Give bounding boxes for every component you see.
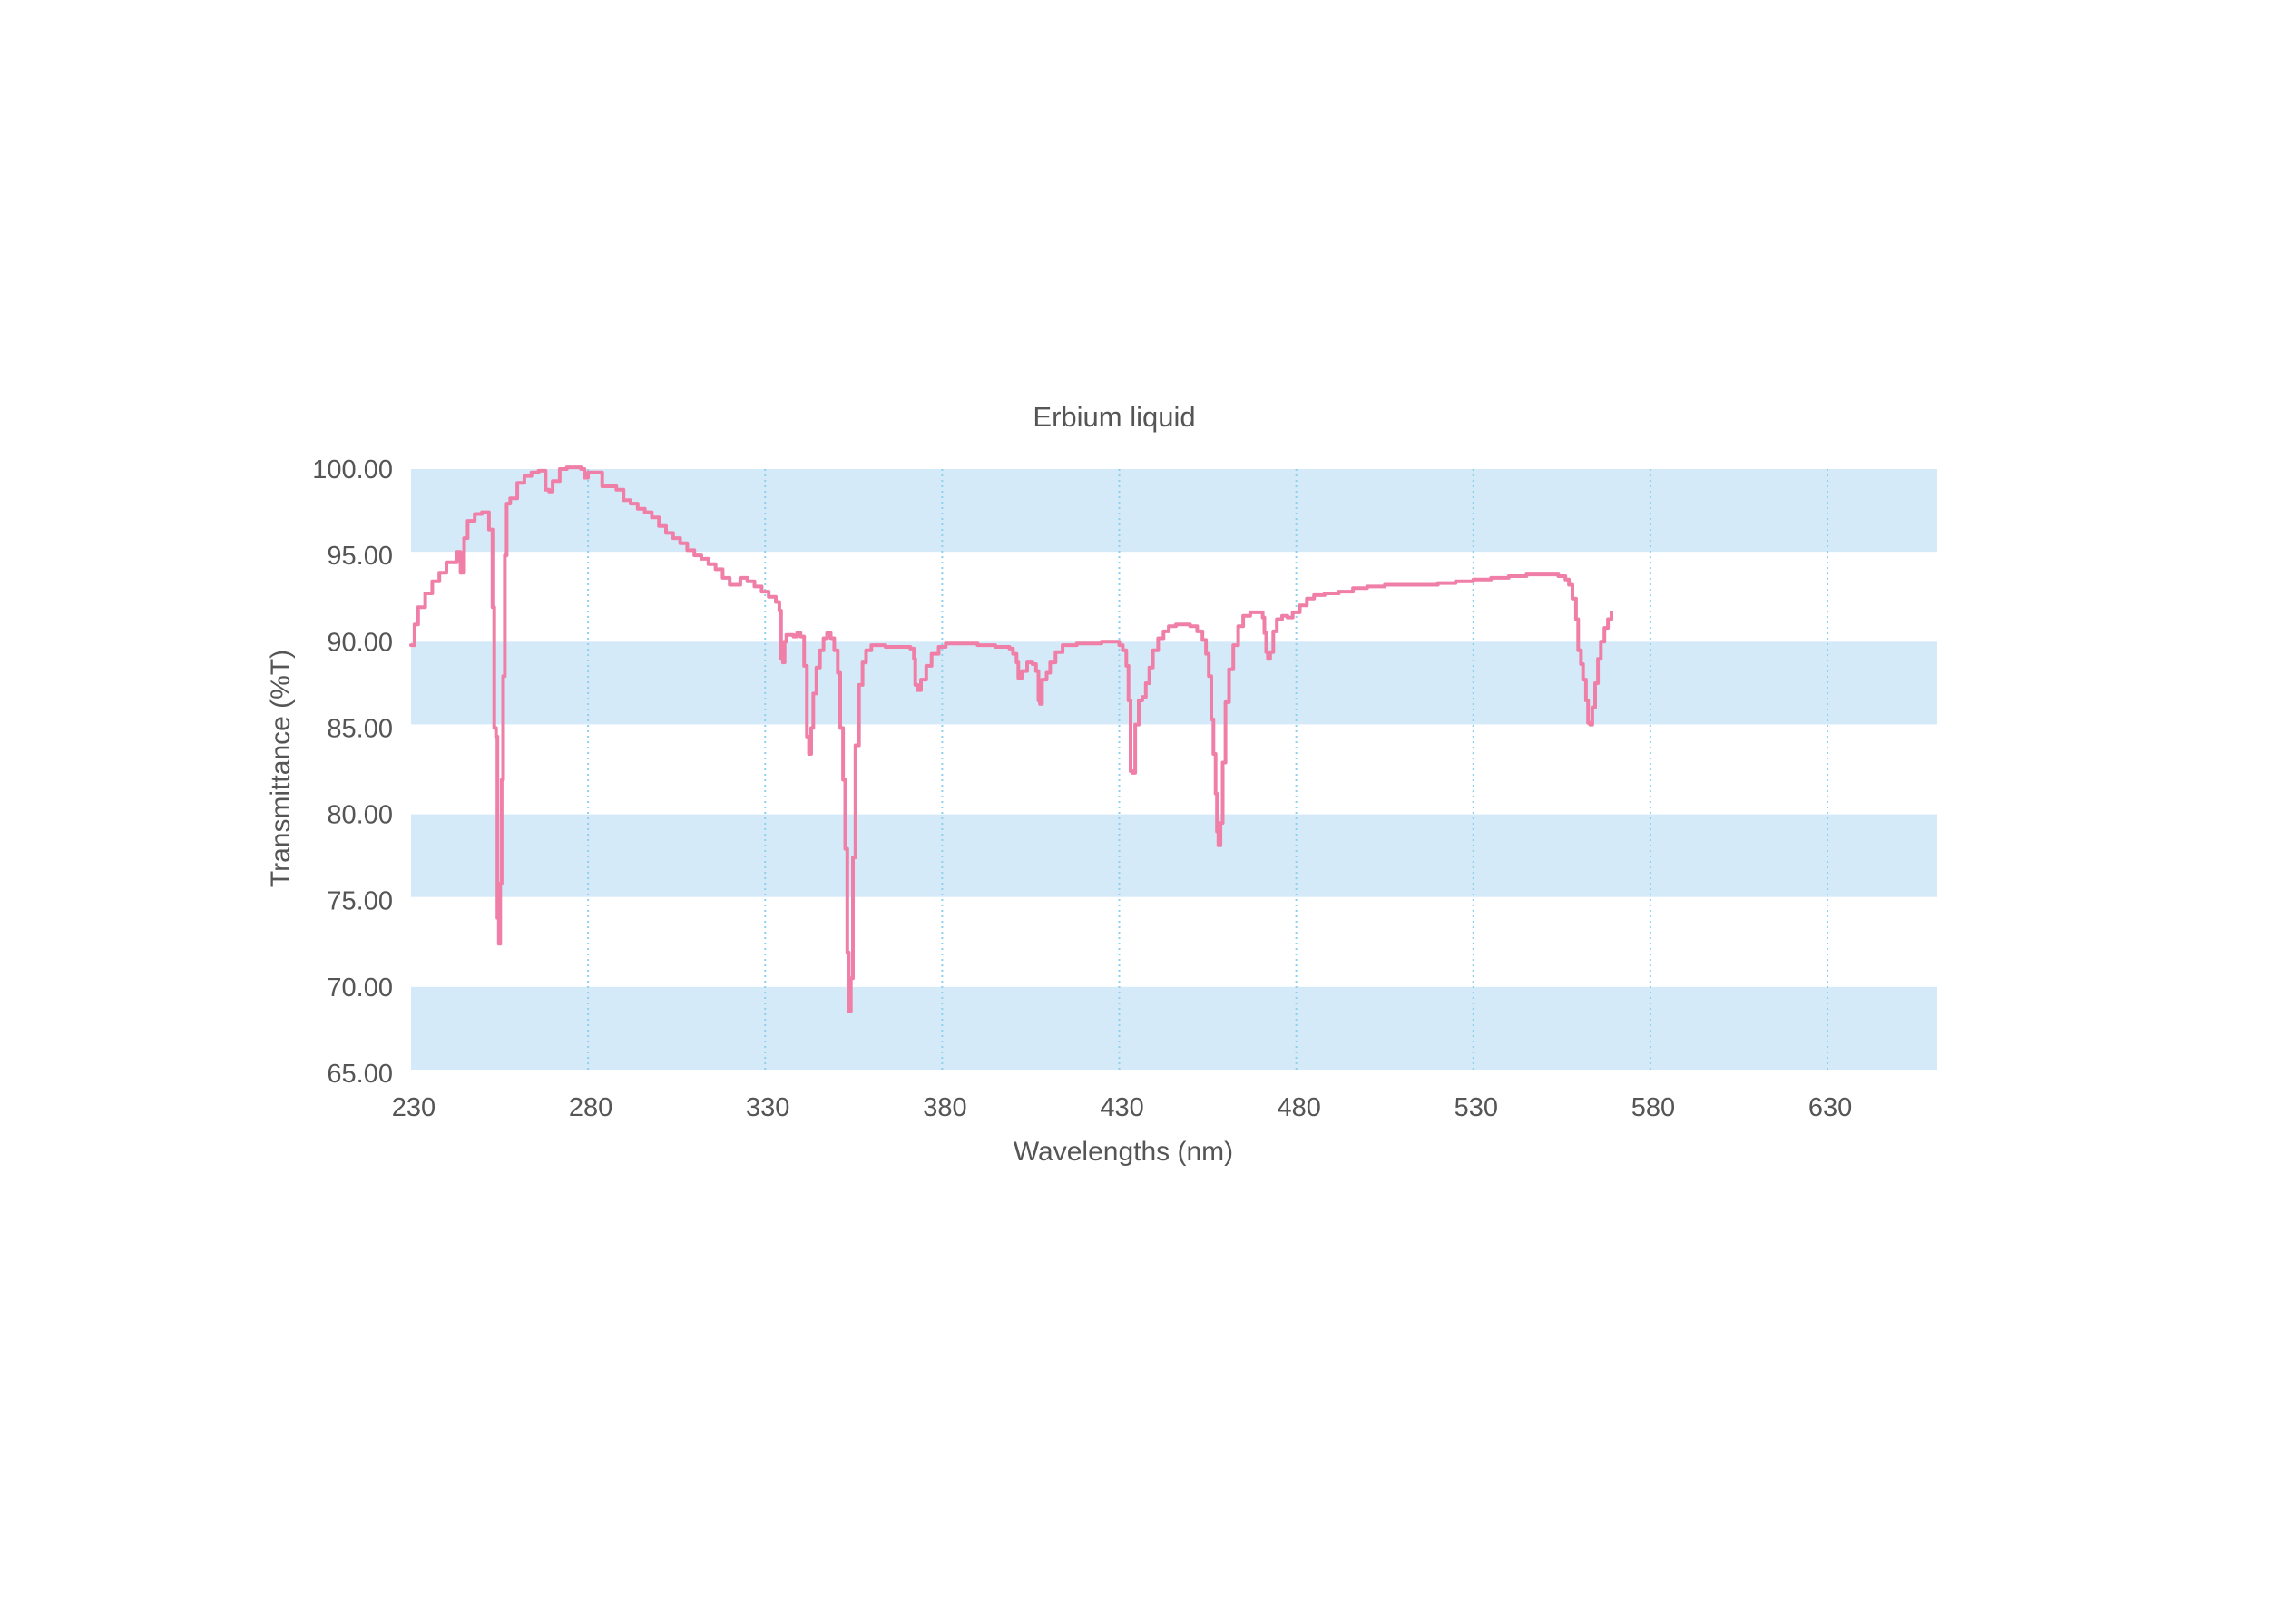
x-tick-label: 230 bbox=[392, 1093, 436, 1122]
y-tick-label: 75.00 bbox=[327, 887, 393, 916]
y-axis-title: Transmittance (%T) bbox=[266, 650, 296, 887]
y-tick-label: 65.00 bbox=[327, 1060, 393, 1089]
series-line bbox=[409, 465, 1613, 1013]
x-axis-title: Wavelengths (nm) bbox=[1014, 1137, 1233, 1167]
background-bands bbox=[411, 469, 1937, 1070]
x-tick-label: 580 bbox=[1631, 1093, 1675, 1122]
x-tick-label: 630 bbox=[1808, 1093, 1852, 1122]
x-tick-label: 380 bbox=[923, 1093, 966, 1122]
x-tick-label: 280 bbox=[569, 1093, 612, 1122]
x-tick-label: 480 bbox=[1277, 1093, 1320, 1122]
background-band bbox=[411, 641, 1937, 725]
y-tick-label: 90.00 bbox=[327, 628, 393, 657]
y-tick-label: 80.00 bbox=[327, 801, 393, 830]
data-series bbox=[409, 465, 1613, 1013]
y-tick-label: 95.00 bbox=[327, 542, 393, 571]
y-tick-labels: 65.00 70.00 75.00 80.00 85.00 90.00 95.00 100.0… bbox=[312, 455, 393, 1089]
y-tick-label: 85.00 bbox=[327, 714, 393, 743]
x-tick-label: 330 bbox=[746, 1093, 789, 1122]
vertical-gridlines bbox=[587, 469, 1829, 1073]
background-band bbox=[411, 986, 1937, 1070]
y-tick-label: 70.00 bbox=[327, 973, 393, 1003]
background-band bbox=[411, 814, 1937, 897]
x-tick-label: 530 bbox=[1455, 1093, 1498, 1122]
y-tick-label: 100.00 bbox=[312, 455, 393, 484]
background-band bbox=[411, 469, 1937, 553]
x-tick-label: 430 bbox=[1100, 1093, 1143, 1122]
chart-title: Erbium liquid bbox=[1033, 401, 1195, 433]
x-tick-labels: 230 280 330 380 430 480 530 580 630 bbox=[392, 1093, 1852, 1122]
